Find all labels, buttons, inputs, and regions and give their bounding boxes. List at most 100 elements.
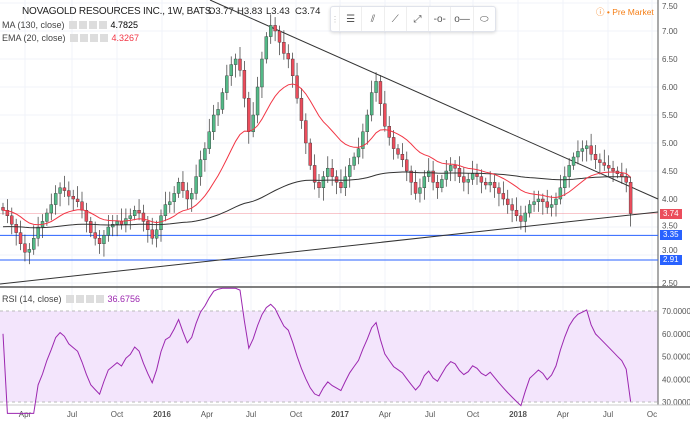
candle-body [563,176,567,189]
candle-body [519,215,523,222]
candle-body [396,148,400,155]
candle-body [620,173,624,177]
candle-body [326,167,330,177]
rsi-tick-label: 30.0000 [662,398,690,407]
candle-body [374,81,378,93]
candle-body [571,156,576,166]
rsi-buttons[interactable] [65,295,104,303]
symbol-title[interactable]: NOVAGOLD RESOURCES INC., 1W, BATS [22,6,212,17]
candle-body [317,181,321,188]
time-tick-label: Jul [246,410,256,419]
candle-body [457,167,462,177]
ray-icon[interactable]: ⤢ [405,7,428,31]
candle-body [18,232,23,245]
time-tick-label: Oc [647,410,657,419]
candle-body [378,81,383,105]
candle-body [273,25,277,32]
candle-body [49,204,53,214]
candle-body [444,170,448,180]
candle-body [23,243,27,253]
time-tick-label: Jul [67,410,77,419]
candle-body [391,137,396,149]
candle-body [207,131,211,149]
price-tick-label: 2.50 [662,279,678,288]
candle-body [163,204,168,217]
time-tick-label: Jul [603,410,613,419]
candle-body [589,145,593,155]
candle-body [308,142,312,166]
candle-body [440,179,444,188]
ema-20-line [2,83,631,226]
candle-body [159,215,163,231]
candle-body [488,181,492,186]
price-tick-label: 5.50 [662,111,678,120]
candle-body [418,187,422,194]
parallel-channel-icon[interactable]: ⫽ [361,7,383,31]
candle-body [102,235,106,244]
candle-body [558,187,563,200]
time-tick-label: Apr [19,410,32,419]
candle-body [527,204,532,214]
ema-label[interactable]: EMA (20, close) [2,33,66,43]
candle-body [67,190,71,197]
candle-body [475,173,479,177]
rsi-label[interactable]: RSI (14, close) [2,294,62,304]
candle-body [628,181,633,214]
candle-body [321,176,326,189]
candle-body [150,229,154,239]
trend-line-icon[interactable]: ⟋ [383,7,406,31]
candle-body [352,156,356,166]
ema-buttons[interactable] [69,34,108,42]
price-label-2.91: 2.91 [660,255,682,266]
info-icon: ⓘ • [596,7,610,17]
ma-label[interactable]: MA (130, close) [2,20,65,30]
candle-body [387,125,391,138]
price-tick-label: 5.00 [662,139,678,148]
candle-body [75,198,80,202]
drawing-toolbar: ⋮ ☰ ⫽ ⟋ ⤢ -o-o— ⬭ [330,6,496,32]
price-tick-label: 7.00 [662,27,678,36]
candle-body [111,223,115,228]
candle-body [448,165,453,172]
candle-body [203,148,207,161]
candle-body [492,181,497,188]
horizontal-ray-icon[interactable]: -o- [428,7,450,31]
rsi-tick-label: 50.0000 [662,353,690,362]
candle-body [383,103,387,127]
candle-body [435,181,440,188]
candle-body [554,198,558,205]
candle-body [264,36,269,60]
candle-body [576,151,580,158]
pre-market-indicator[interactable]: ⓘ • Pre Market [596,6,654,18]
candle-body [10,215,14,225]
ohlc-open: O3.77 [208,6,234,17]
horizontal-line-icon[interactable]: o— [450,7,472,31]
candle-body [247,97,251,132]
candle-body [194,176,198,194]
candle-body [593,153,598,160]
candle-body [53,193,58,205]
ohlc-low: L3.43 [266,6,290,17]
rsi-value: 36.6756 [107,294,141,304]
candle-body [286,53,290,60]
candle-body [470,173,475,180]
candle-body [624,176,628,183]
ma-buttons[interactable] [68,21,107,29]
time-tick-label: Jul [425,410,435,419]
drag-handle[interactable]: ⋮ [331,14,339,24]
rsi-tick-label: 60.0000 [662,330,690,339]
rsi-tick-label: 70.0000 [662,307,690,316]
candle-body [84,209,89,222]
price-tick-label: 3.50 [662,221,678,230]
candle-body [242,69,247,99]
candle-body [128,215,132,219]
ellipse-icon[interactable]: ⬭ [472,7,495,31]
candle-body [14,223,18,233]
candle-body [348,165,352,177]
candle-body [598,159,602,163]
horizontal-lines-icon[interactable]: ☰ [339,7,361,31]
candle-body [132,209,137,216]
candle-body [479,176,484,183]
candle-body [462,176,466,183]
